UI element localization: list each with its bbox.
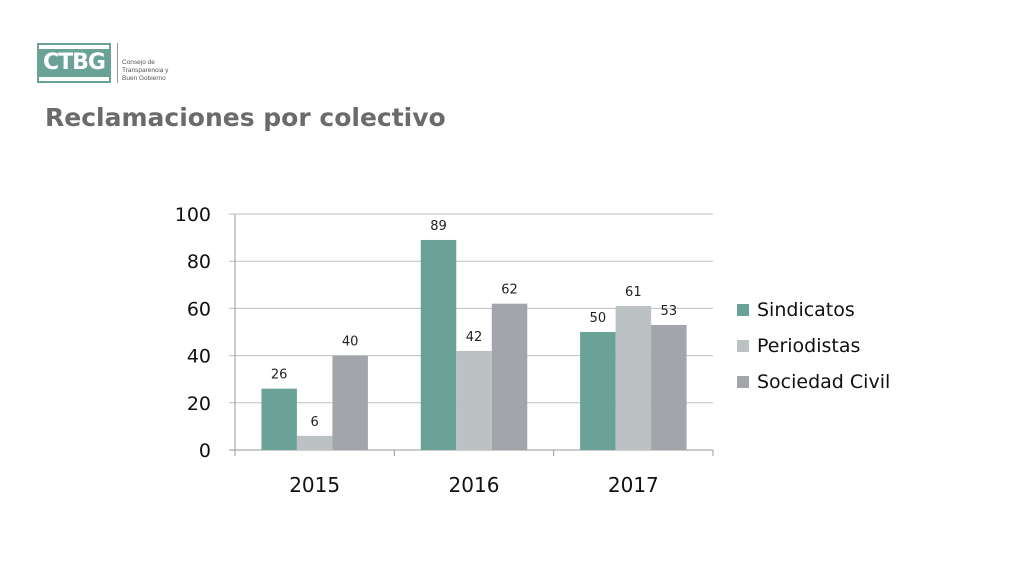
data-label-periodistas-2016: 42 [466,330,483,345]
bar-sindicatos-2017 [580,332,616,450]
logo-mark: CTBG [37,43,111,83]
data-label-sindicatos-2016: 89 [430,219,447,234]
logo-subtitle-line-2: Transparencia y [122,67,169,74]
logo-subtitle-line-1: Consejo de [122,59,155,66]
bar-periodistas-2015 [296,435,333,450]
legend-swatch-periodistas [737,340,749,352]
legend-label-sindicatos: Sindicatos [757,299,855,321]
data-label-sindicatos-2015: 26 [271,368,288,383]
logo-subtitle: Consejo de Transparencia y Buen Gobierno [117,43,168,83]
y-tick-label-60: 60 [187,298,211,320]
data-label-sociedad-civil-2017: 53 [661,304,678,319]
page-title: Reclamaciones por colectivo [45,103,446,132]
x-tick-label-2015: 2015 [289,473,340,497]
bar-sociedad-civil-2016 [491,303,528,450]
x-tick-label-2017: 2017 [608,473,659,497]
logo-text: CTBG [39,49,109,77]
legend-label-periodistas: Periodistas [757,335,861,357]
bar-sociedad-civil-2015 [332,355,368,450]
legend-item-sociedad-civil: Sociedad Civil [737,370,890,394]
bar-sociedad-civil-2017 [651,324,687,450]
bar-periodistas-2016 [456,350,492,450]
y-tick-label-40: 40 [187,346,211,368]
data-label-periodistas-2017: 61 [625,285,642,300]
chart-legend: Sindicatos Periodistas Sociedad Civil [737,298,890,394]
y-tick-label-20: 20 [187,393,211,415]
data-label-sindicatos-2017: 50 [590,311,607,326]
bar-periodistas-2017 [615,306,652,450]
logo-subtitle-line-3: Buen Gobierno [122,75,166,82]
legend-swatch-sindicatos [737,304,749,316]
x-tick-label-2016: 2016 [449,473,500,497]
y-tick-label-100: 100 [175,204,211,226]
legend-item-periodistas: Periodistas [737,334,890,358]
legend-swatch-sociedad-civil [737,376,749,388]
y-tick-label-80: 80 [187,251,211,273]
data-label-sociedad-civil-2016: 62 [501,283,518,298]
bar-sindicatos-2015 [261,388,297,450]
bar-sindicatos-2016 [420,239,457,450]
y-tick-label-0: 0 [199,440,211,462]
data-label-sociedad-civil-2015: 40 [342,335,359,350]
legend-label-sociedad-civil: Sociedad Civil [757,371,891,393]
ctbg-logo: CTBG Consejo de Transparencia y Buen Gob… [37,43,168,83]
data-label-periodistas-2015: 6 [311,415,319,430]
legend-item-sindicatos: Sindicatos [737,298,890,322]
